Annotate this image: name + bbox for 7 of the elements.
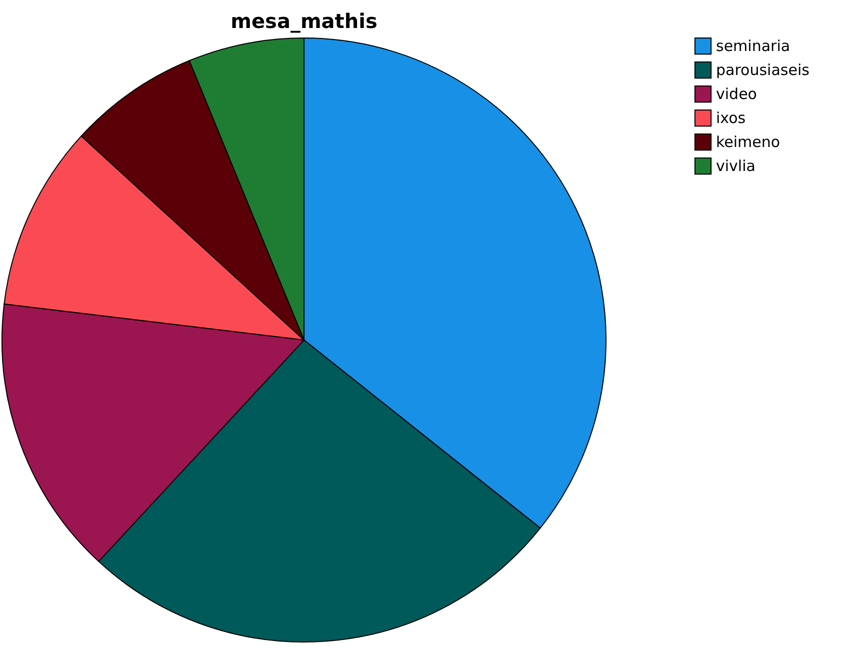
legend-label: ixos [716, 109, 746, 127]
legend-label: keimeno [716, 133, 780, 151]
legend-label: vivlia [716, 157, 756, 175]
chart-title: mesa_mathis [230, 9, 378, 33]
legend-label: video [716, 85, 757, 103]
legend-label: parousiaseis [716, 61, 810, 79]
legend-label: seminaria [716, 37, 790, 55]
